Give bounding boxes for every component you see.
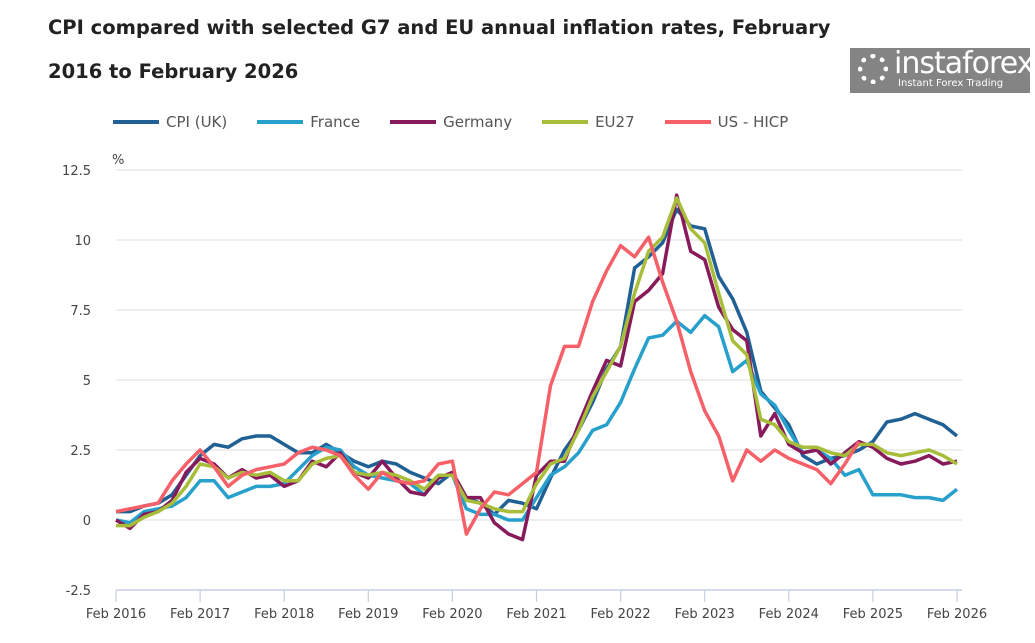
legend: CPI (UK) France Germany EU27 US - HICP xyxy=(113,113,818,131)
legend-item: CPI (UK) xyxy=(113,113,227,131)
chart-title-line-2: 2016 to February 2026 xyxy=(48,60,299,83)
series-line-eu27 xyxy=(116,196,958,528)
legend-item: EU27 xyxy=(542,113,635,131)
legend-label: EU27 xyxy=(595,113,635,131)
series-line-france xyxy=(115,313,959,525)
watermark-tagline: Instant Forex Trading xyxy=(898,78,1004,89)
y-tick-label: 5 xyxy=(83,374,91,389)
legend-swatch xyxy=(664,120,711,124)
legend-label: Germany xyxy=(443,113,513,131)
watermark-brand: instaforex xyxy=(894,46,1034,81)
gear-logo-icon xyxy=(858,54,888,84)
legend-label: US - HICP xyxy=(717,113,789,131)
legend-item: Germany xyxy=(390,113,512,131)
x-tick-label: Feb 2021 xyxy=(506,607,566,622)
series-line-us-hicp xyxy=(115,235,861,536)
series-line-germany xyxy=(115,193,958,542)
legend-item: US - HICP xyxy=(664,113,789,131)
y-tick-label: 2.5 xyxy=(70,444,91,459)
x-tick-label: Feb 2024 xyxy=(759,607,819,622)
x-tick-label: Feb 2022 xyxy=(590,607,650,622)
y-tick-label: 7.5 xyxy=(70,304,91,319)
legend-swatch xyxy=(257,120,304,124)
x-tick-label: Feb 2023 xyxy=(675,607,735,622)
y-axis-unit: % xyxy=(112,153,124,168)
legend-label: France xyxy=(310,113,361,131)
y-tick-label: 12.5 xyxy=(62,164,91,179)
legend-swatch xyxy=(542,120,589,124)
x-tick-label: Feb 2026 xyxy=(927,607,987,622)
x-tick-label: Feb 2019 xyxy=(338,607,398,622)
instaforex-watermark: instaforex Instant Forex Trading xyxy=(850,46,1034,93)
chart-title-line-1: CPI compared with selected G7 and EU ann… xyxy=(48,16,831,39)
legend-item: France xyxy=(257,113,360,131)
y-tick-label: 10 xyxy=(74,234,91,249)
legend-label: CPI (UK) xyxy=(166,113,228,131)
legend-swatch xyxy=(113,120,159,124)
y-tick-label: -2.5 xyxy=(66,584,91,599)
legend-swatch xyxy=(390,120,437,124)
x-tick-label: Feb 2016 xyxy=(86,607,146,622)
y-tick-label: 0 xyxy=(83,514,91,529)
x-tick-label: Feb 2025 xyxy=(843,607,903,622)
series-line-cpi-uk- xyxy=(116,207,959,517)
x-tick-label: Feb 2017 xyxy=(170,607,230,622)
x-tick-label: Feb 2018 xyxy=(254,607,314,622)
x-tick-label: Feb 2020 xyxy=(422,607,482,622)
